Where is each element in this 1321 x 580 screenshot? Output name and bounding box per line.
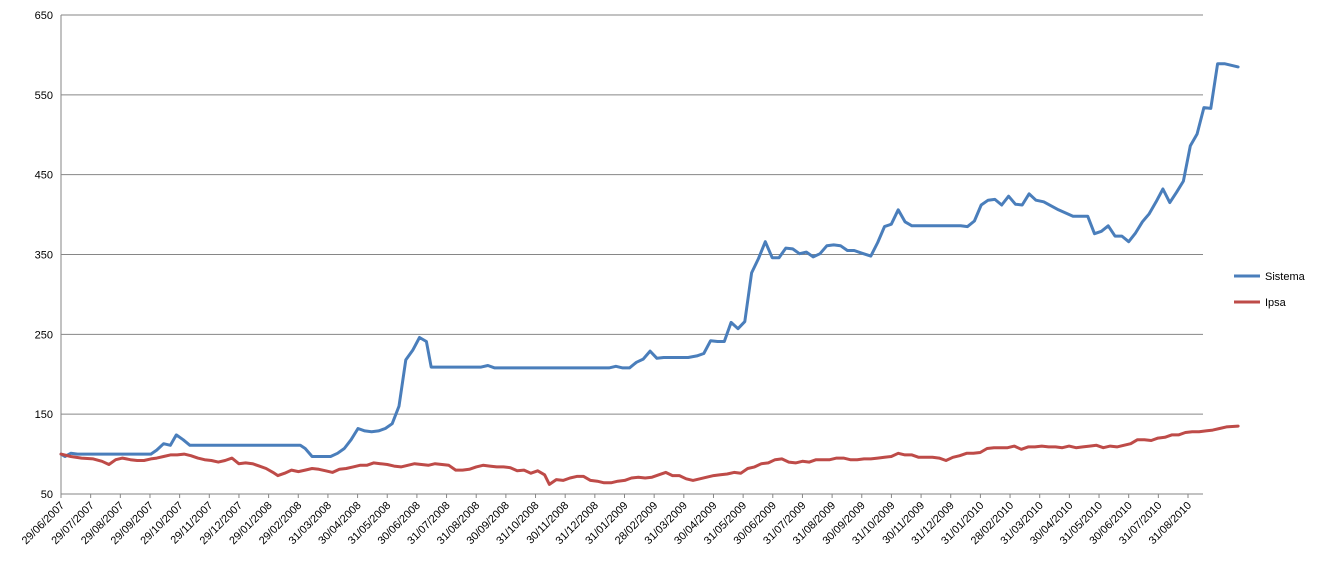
y-tick-label: 50 xyxy=(41,489,53,501)
y-tick-label: 250 xyxy=(35,329,53,341)
y-tick-label: 150 xyxy=(35,409,53,421)
legend: Sistema Ipsa xyxy=(1234,271,1306,309)
series-lines xyxy=(59,62,1240,486)
y-tick-label: 650 xyxy=(35,10,53,22)
y-axis-tick-labels: 50 150 250 350 450 550 650 xyxy=(35,10,53,501)
y-tick-label: 550 xyxy=(35,90,53,102)
legend-label-ipsa: Ipsa xyxy=(1265,297,1287,309)
series-line-sistema xyxy=(59,62,1240,458)
x-axis xyxy=(60,15,1203,498)
legend-label-sistema: Sistema xyxy=(1265,271,1306,283)
gridlines xyxy=(61,14,1203,495)
x-axis-tick-labels: 29/06/200729/07/200729/08/200729/09/2007… xyxy=(20,500,1194,547)
y-tick-label: 450 xyxy=(35,170,53,182)
series-line-ipsa xyxy=(59,424,1240,486)
y-tick-label: 350 xyxy=(35,250,53,262)
